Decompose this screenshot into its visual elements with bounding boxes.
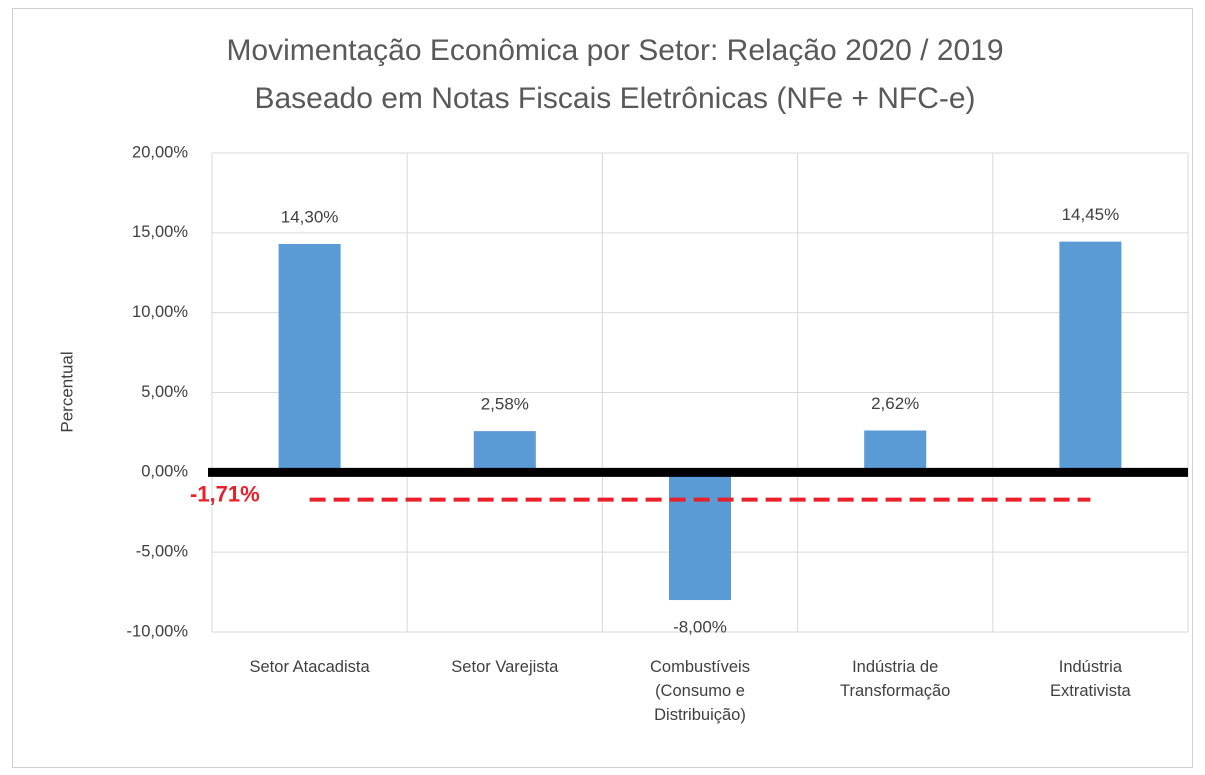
data-label: 2,58%: [481, 395, 529, 414]
y-tick-label: 5,00%: [141, 383, 188, 401]
y-tick-label: 20,00%: [132, 143, 188, 161]
y-tick-label: 15,00%: [132, 223, 188, 241]
bar: [864, 430, 927, 473]
data-label: 14,45%: [1062, 205, 1120, 224]
x-tick-label: Combustíveis (Consumo e Distribuição): [650, 658, 750, 724]
reference-label: -1,71%: [190, 481, 260, 506]
bar: [669, 472, 731, 601]
y-tick-label: 10,00%: [132, 303, 188, 321]
y-tick-label: -10,00%: [127, 622, 189, 640]
x-tick-label: Setor Varejista: [451, 658, 559, 676]
y-tick-label: 0,00%: [141, 463, 188, 481]
data-label: 2,62%: [871, 394, 919, 413]
bar: [278, 244, 341, 473]
x-tick-label: Indústria Extrativista: [1050, 658, 1131, 700]
chart-subtitle: Baseado em Notas Fiscais Eletrônicas (NF…: [254, 82, 975, 115]
bar: [473, 431, 536, 473]
y-axis-label: Percentual: [57, 351, 76, 432]
y-tick-label: -5,00%: [136, 543, 189, 561]
data-label: -8,00%: [673, 618, 727, 637]
bar: [1059, 241, 1122, 473]
x-tick-label: Indústria de Transformação: [840, 658, 951, 700]
data-label: 14,30%: [281, 207, 339, 226]
chart-frame: [12, 8, 1193, 768]
x-tick-label: Setor Atacadista: [249, 658, 370, 676]
chart-title: Movimentação Econômica por Setor: Relaçã…: [226, 34, 1003, 67]
